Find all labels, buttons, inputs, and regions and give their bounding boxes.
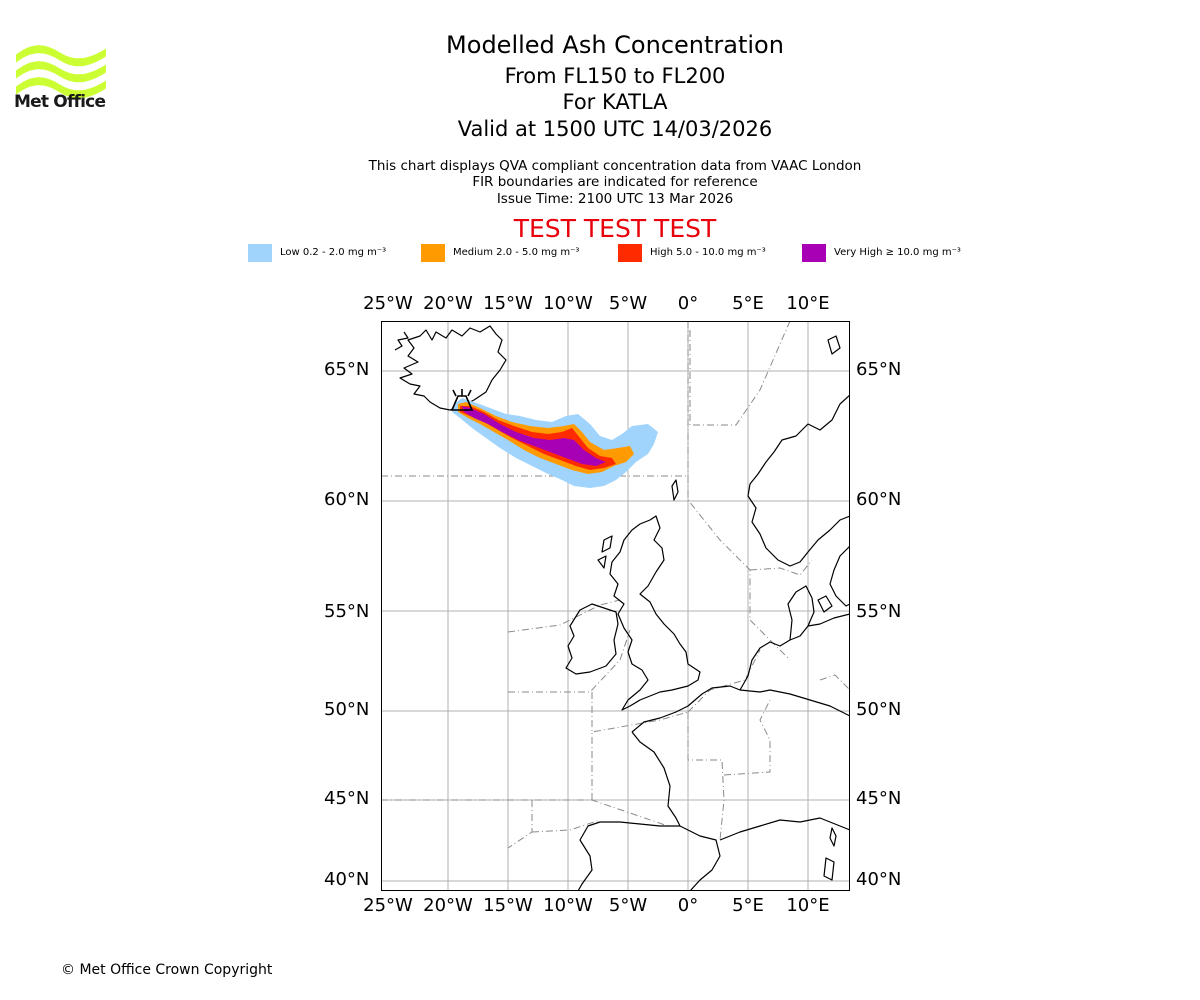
qva-note: This chart displays QVA compliant concen… <box>368 158 862 174</box>
lon-label-5e: 5°E <box>732 293 764 314</box>
logo-wordmark: Met Office <box>14 92 106 112</box>
lat-label-40n: 40°N <box>324 869 370 890</box>
lat-label-45n: 45°N <box>324 788 370 809</box>
legend-swatch-low <box>248 244 272 262</box>
lat-label-55n: 55°N <box>856 601 902 622</box>
legend-label-medium: Medium 2.0 - 5.0 mg m⁻³ <box>453 247 580 258</box>
lat-label-50n: 50°N <box>856 699 902 720</box>
legend-label-low: Low 0.2 - 2.0 mg m⁻³ <box>280 247 387 258</box>
lon-label-10w: 10°W <box>543 293 593 314</box>
lon-label-5w: 5°W <box>608 895 648 916</box>
lat-label-40n: 40°N <box>856 869 902 890</box>
lon-label-5e: 5°E <box>732 895 764 916</box>
volcano-icon <box>450 389 474 411</box>
lat-label-65n: 65°N <box>856 359 902 380</box>
fir-note: FIR boundaries are indicated for referen… <box>472 174 758 190</box>
ash-map <box>381 321 850 891</box>
chart-title: Modelled Ash Concentration <box>446 31 784 59</box>
lon-label-10w: 10°W <box>543 895 593 916</box>
test-banner: TEST TEST TEST <box>513 214 717 243</box>
lat-label-60n: 60°N <box>324 489 370 510</box>
lat-label-50n: 50°N <box>324 699 370 720</box>
volcano-name: For KATLA <box>562 90 668 114</box>
lon-label-25w: 25°W <box>363 293 413 314</box>
legend-swatch-medium <box>421 244 445 262</box>
lon-label-15w: 15°W <box>483 895 533 916</box>
map-frame <box>381 321 850 891</box>
met-office-logo <box>16 45 106 99</box>
lat-label-60n: 60°N <box>856 489 902 510</box>
lon-label-0: 0° <box>677 293 699 314</box>
issue-time: Issue Time: 2100 UTC 13 Mar 2026 <box>496 191 734 207</box>
legend-swatch-high <box>618 244 642 262</box>
flight-level-range: From FL150 to FL200 <box>504 64 726 88</box>
legend-swatch-very-high <box>802 244 826 262</box>
fir-boundaries <box>381 321 850 849</box>
legend-label-high: High 5.0 - 10.0 mg m⁻³ <box>650 247 766 258</box>
lon-label-20w: 20°W <box>423 895 473 916</box>
lon-label-5w: 5°W <box>608 293 648 314</box>
legend-label-very-high: Very High ≥ 10.0 mg m⁻³ <box>834 247 961 258</box>
lon-label-15w: 15°W <box>483 293 533 314</box>
copyright-notice: © Met Office Crown Copyright <box>61 962 273 978</box>
lon-label-25w: 25°W <box>363 895 413 916</box>
lon-label-10e: 10°E <box>786 895 830 916</box>
lon-label-0: 0° <box>677 895 699 916</box>
lon-label-20w: 20°W <box>423 293 473 314</box>
lat-label-45n: 45°N <box>856 788 902 809</box>
lat-label-55n: 55°N <box>324 601 370 622</box>
lat-label-65n: 65°N <box>324 359 370 380</box>
lon-label-10e: 10°E <box>786 293 830 314</box>
valid-time: Valid at 1500 UTC 14/03/2026 <box>457 117 773 141</box>
ash-plume <box>452 398 658 488</box>
